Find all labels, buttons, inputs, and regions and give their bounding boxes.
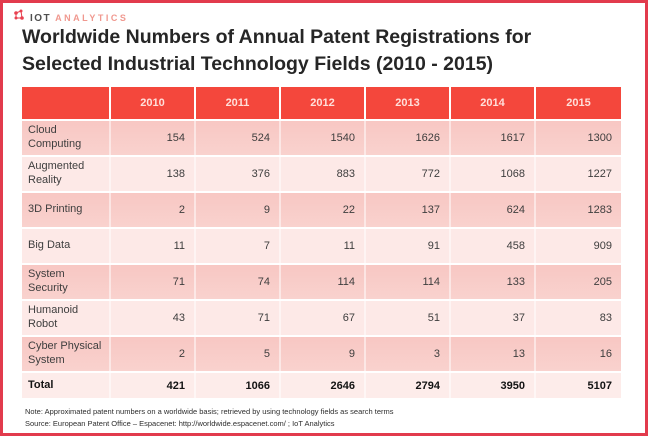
value-cell: 205 — [536, 265, 621, 299]
row-label: Cloud Computing — [22, 121, 111, 155]
table-row: Big Data 11 7 11 91 458 909 — [22, 229, 621, 263]
table-row: System Security 71 74 114 114 133 205 — [22, 265, 621, 299]
year-header: 2012 — [281, 87, 366, 119]
value-cell: 772 — [366, 157, 451, 191]
page-title: Worldwide Numbers of Annual Patent Regis… — [22, 24, 632, 79]
value-cell: 909 — [536, 229, 621, 263]
value-cell: 114 — [366, 265, 451, 299]
value-cell: 37 — [451, 301, 536, 335]
value-cell: 9 — [281, 337, 366, 371]
value-cell: 2 — [111, 337, 196, 371]
value-cell: 133 — [451, 265, 536, 299]
source-line: Source: European Patent Office – Espacen… — [25, 419, 335, 429]
table-header-row: 2010 2011 2012 2013 2014 2015 — [22, 87, 621, 119]
footer-notes: Note: Approximated patent numbers on a w… — [25, 406, 394, 431]
value-cell: 9 — [196, 193, 281, 227]
value-cell: 22 — [281, 193, 366, 227]
value-cell: 154 — [111, 121, 196, 155]
year-header: 2014 — [451, 87, 536, 119]
table-row: Cyber Physical System 2 5 9 3 13 16 — [22, 337, 621, 371]
value-cell: 51 — [366, 301, 451, 335]
value-cell: 71 — [196, 301, 281, 335]
title-line-2: Selected Industrial Technology Fields (2… — [22, 53, 494, 76]
value-cell: 624 — [451, 193, 536, 227]
value-cell: 3950 — [451, 373, 536, 398]
row-label: Augmented Reality — [22, 157, 111, 191]
value-cell: 2 — [111, 193, 196, 227]
value-cell: 1540 — [281, 121, 366, 155]
iot-analytics-logo: IOT ANALYTICS — [12, 9, 128, 27]
value-cell: 376 — [196, 157, 281, 191]
value-cell: 71 — [111, 265, 196, 299]
table-row: Cloud Computing 154 524 1540 1626 1617 1300 — [22, 121, 621, 155]
value-cell: 67 — [281, 301, 366, 335]
note-line: Note: Approximated patent numbers on a w… — [25, 407, 394, 416]
value-cell: 137 — [366, 193, 451, 227]
row-label: Cyber Physical System — [22, 337, 111, 371]
row-label: 3D Printing — [22, 193, 111, 227]
year-header: 2015 — [536, 87, 621, 119]
logo-text-iot: IOT — [30, 12, 52, 24]
value-cell: 458 — [451, 229, 536, 263]
corner-header-cell — [22, 87, 111, 119]
value-cell: 74 — [196, 265, 281, 299]
value-cell: 16 — [536, 337, 621, 371]
value-cell: 2794 — [366, 373, 451, 398]
value-cell: 7 — [196, 229, 281, 263]
value-cell: 5 — [196, 337, 281, 371]
value-cell: 138 — [111, 157, 196, 191]
value-cell: 524 — [196, 121, 281, 155]
patent-table: 2010 2011 2012 2013 2014 2015 Cloud Computing 1… — [22, 85, 621, 400]
value-cell: 1300 — [536, 121, 621, 155]
value-cell: 13 — [451, 337, 536, 371]
value-cell: 1227 — [536, 157, 621, 191]
row-label: Big Data — [22, 229, 111, 263]
value-cell: 11 — [281, 229, 366, 263]
value-cell: 91 — [366, 229, 451, 263]
title-line-1: Worldwide Numbers of Annual Patent Regis… — [22, 26, 532, 48]
value-cell: 2646 — [281, 373, 366, 398]
value-cell: 1066 — [196, 373, 281, 398]
value-cell: 83 — [536, 301, 621, 335]
row-label: Humanoid Robot — [22, 301, 111, 335]
year-header: 2011 — [196, 87, 281, 119]
value-cell: 1068 — [451, 157, 536, 191]
row-label: Total — [22, 373, 111, 398]
value-cell: 1626 — [366, 121, 451, 155]
table-row: 3D Printing 2 9 22 137 624 1283 — [22, 193, 621, 227]
value-cell: 5107 — [536, 373, 621, 398]
year-header: 2013 — [366, 87, 451, 119]
value-cell: 114 — [281, 265, 366, 299]
value-cell: 3 — [366, 337, 451, 371]
table-row: Augmented Reality 138 376 883 772 1068 1227 — [22, 157, 621, 191]
value-cell: 43 — [111, 301, 196, 335]
value-cell: 421 — [111, 373, 196, 398]
table-row: Humanoid Robot 43 71 67 51 37 83 — [22, 301, 621, 335]
total-row: Total 421 1066 2646 2794 3950 5107 — [22, 373, 621, 398]
row-label: System Security — [22, 265, 111, 299]
value-cell: 1283 — [536, 193, 621, 227]
patent-table-wrap: 2010 2011 2012 2013 2014 2015 Cloud Computing 1… — [22, 85, 621, 400]
value-cell: 1617 — [451, 121, 536, 155]
year-header: 2010 — [111, 87, 196, 119]
logo-text-analytics: ANALYTICS — [55, 13, 129, 23]
value-cell: 11 — [111, 229, 196, 263]
molecule-icon — [12, 9, 26, 27]
value-cell: 883 — [281, 157, 366, 191]
